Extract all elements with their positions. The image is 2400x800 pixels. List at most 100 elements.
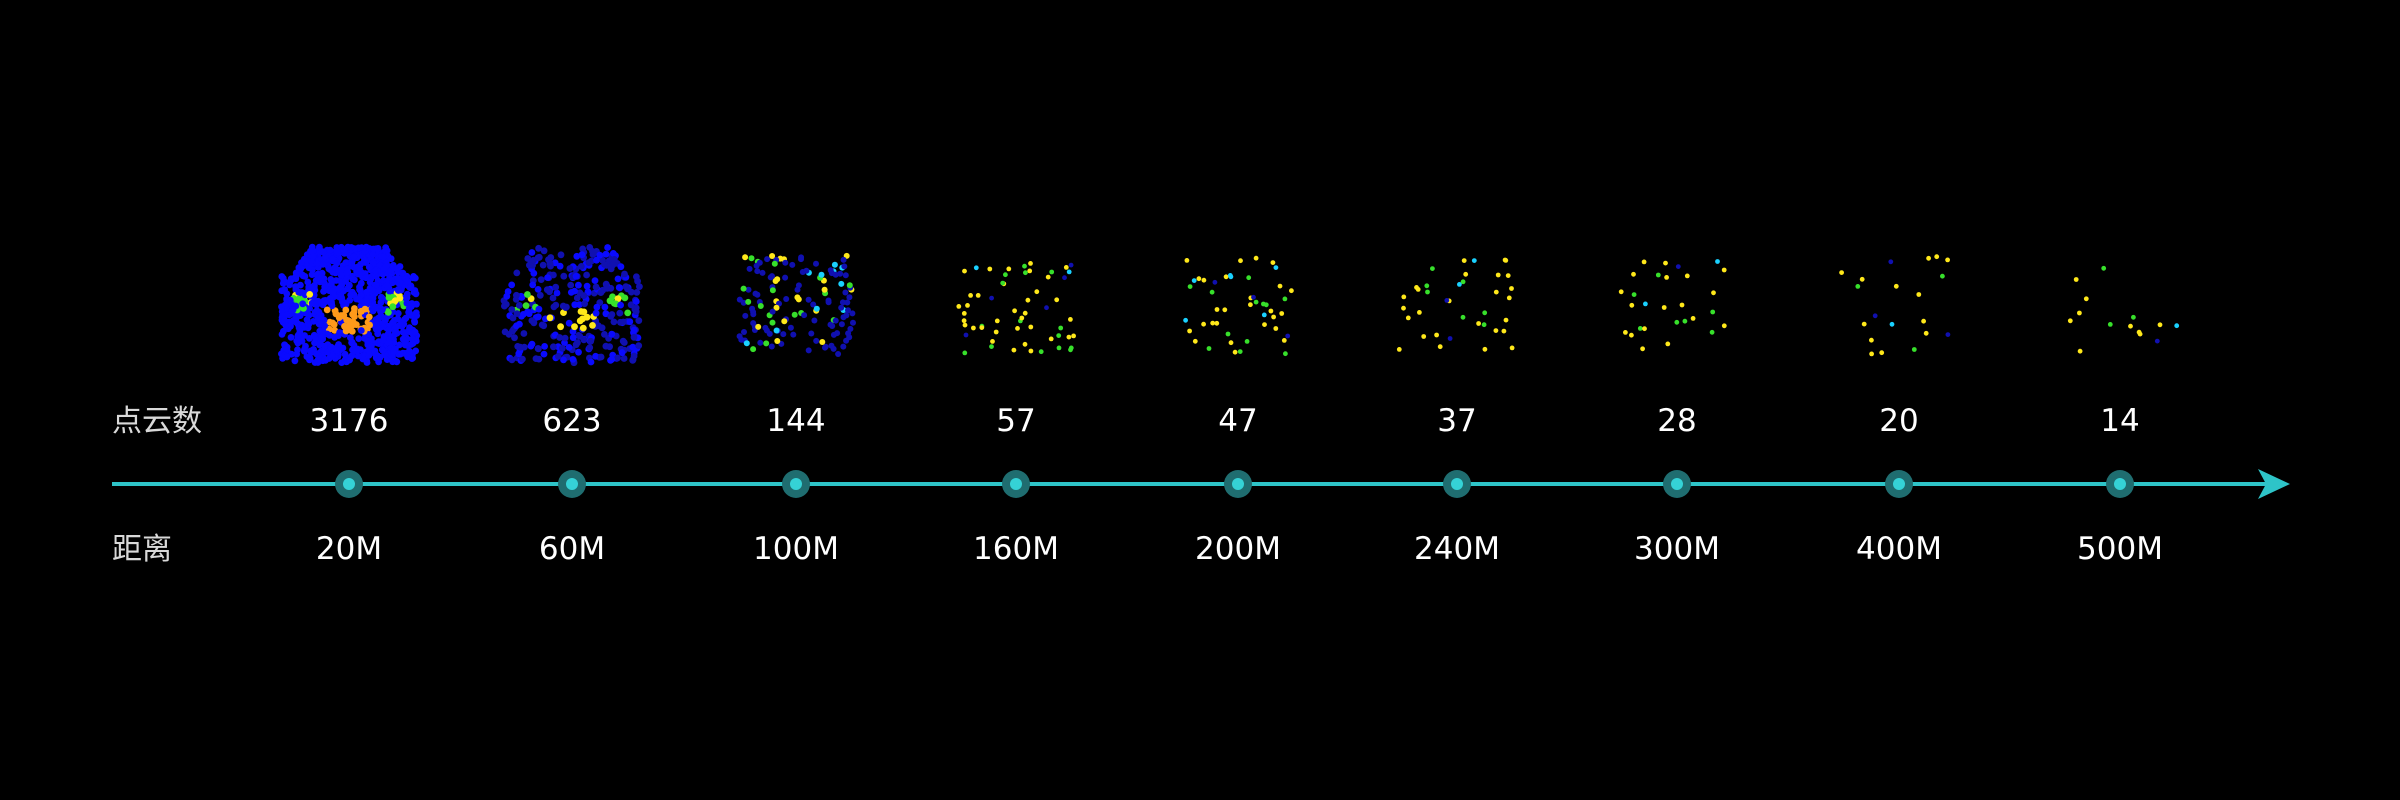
cloud-point (364, 337, 371, 345)
cloud-point (550, 271, 557, 279)
cloud-point (840, 256, 847, 263)
cloud-point (508, 281, 516, 289)
cloud-point (769, 308, 776, 315)
distance-tick-500M: 500M (2077, 531, 2163, 567)
cloud-point (298, 337, 306, 345)
marker-dot (1671, 478, 1683, 490)
cloud-point (1655, 272, 1661, 278)
cloud-point (372, 267, 379, 275)
cloud-point (338, 359, 346, 366)
cloud-point (357, 327, 365, 334)
cloud-point (1476, 321, 1481, 326)
cloud-point (614, 354, 621, 362)
cloud-point (1911, 347, 1917, 352)
cloud-point (401, 338, 409, 346)
cloud-point (1424, 283, 1430, 289)
cloud-point (635, 317, 643, 324)
cloud-point (304, 278, 312, 286)
cloud-point (400, 329, 408, 337)
cloud-point (333, 347, 340, 354)
cloud-point (846, 294, 853, 301)
cloud-point (1923, 330, 1929, 336)
cloud-point (394, 287, 402, 294)
cloud-point (787, 324, 794, 331)
cloud-point (519, 311, 527, 318)
cloud-point (297, 265, 305, 272)
cloud-point (539, 261, 547, 269)
cloud-point (635, 342, 643, 349)
cloud-point (825, 299, 832, 306)
cloud-point (320, 297, 328, 305)
cloud-point (405, 347, 413, 355)
cloud-point (1248, 302, 1253, 308)
cloud-point (546, 314, 554, 322)
cloud-point (357, 279, 365, 287)
cloud-point (302, 342, 309, 350)
distance-row-label: 距离 (112, 532, 172, 567)
cloud-point (769, 253, 776, 259)
cloud-point (1228, 274, 1234, 280)
marker-dot (343, 478, 355, 490)
cloud-point (398, 269, 406, 277)
cloud-point (550, 343, 557, 351)
cloud-point (827, 321, 834, 328)
cloud-point (524, 255, 532, 262)
distance-markers (335, 470, 2134, 498)
cloud-point (1505, 273, 1511, 278)
cloud-point (1665, 341, 1671, 347)
point-cloud-60M (500, 244, 643, 367)
cloud-point (1244, 339, 1250, 344)
cloud-point (369, 295, 376, 302)
cloud-point (841, 263, 848, 270)
cloud-point (346, 296, 354, 304)
cloud-point (757, 339, 764, 346)
cloud-point (630, 333, 638, 341)
cloud-point (368, 286, 376, 294)
cloud-point (838, 321, 845, 328)
cloud-point (346, 356, 353, 364)
cloud-point (501, 302, 508, 310)
cloud-point (615, 284, 623, 291)
cloud-point (406, 284, 414, 291)
cloud-point (565, 344, 573, 351)
cloud-point (1012, 308, 1017, 314)
cloud-point (592, 352, 599, 360)
cloud-point (1068, 345, 1074, 351)
cloud-point (392, 323, 400, 331)
cloud-point (279, 311, 286, 319)
cloud-point (769, 287, 776, 294)
cloud-point (608, 356, 616, 363)
marker-dot (1010, 478, 1022, 490)
cloud-point (546, 288, 553, 296)
cloud-point (1710, 309, 1716, 315)
cloud-point (794, 286, 801, 293)
cloud-point (1063, 265, 1069, 270)
cloud-point (586, 344, 594, 351)
cloud-point (589, 251, 597, 258)
cloud-point (1934, 254, 1940, 260)
point-cloud-240M (1396, 257, 1515, 352)
cloud-point (620, 339, 628, 346)
cloud-point (319, 261, 327, 268)
cloud-point (1889, 321, 1895, 327)
cloud-point (318, 333, 326, 340)
cloud-point (773, 304, 780, 311)
cloud-point (369, 259, 377, 267)
cloud-point (620, 318, 627, 326)
cloud-point (513, 269, 521, 277)
cloud-point (562, 304, 570, 311)
cloud-point (624, 309, 632, 317)
cloud-point (1066, 269, 1072, 275)
cloud-point (1022, 263, 1027, 269)
cloud-point (332, 310, 340, 318)
cloud-point (287, 277, 294, 285)
cloud-point (329, 287, 337, 295)
cloud-point (2154, 338, 2160, 344)
cloud-point (2101, 265, 2107, 271)
cloud-point (361, 305, 369, 313)
cloud-point (377, 293, 385, 301)
cloud-point (1471, 258, 1477, 263)
cloud-point (618, 349, 626, 357)
cloud-point (354, 263, 362, 271)
cloud-point (404, 353, 411, 361)
